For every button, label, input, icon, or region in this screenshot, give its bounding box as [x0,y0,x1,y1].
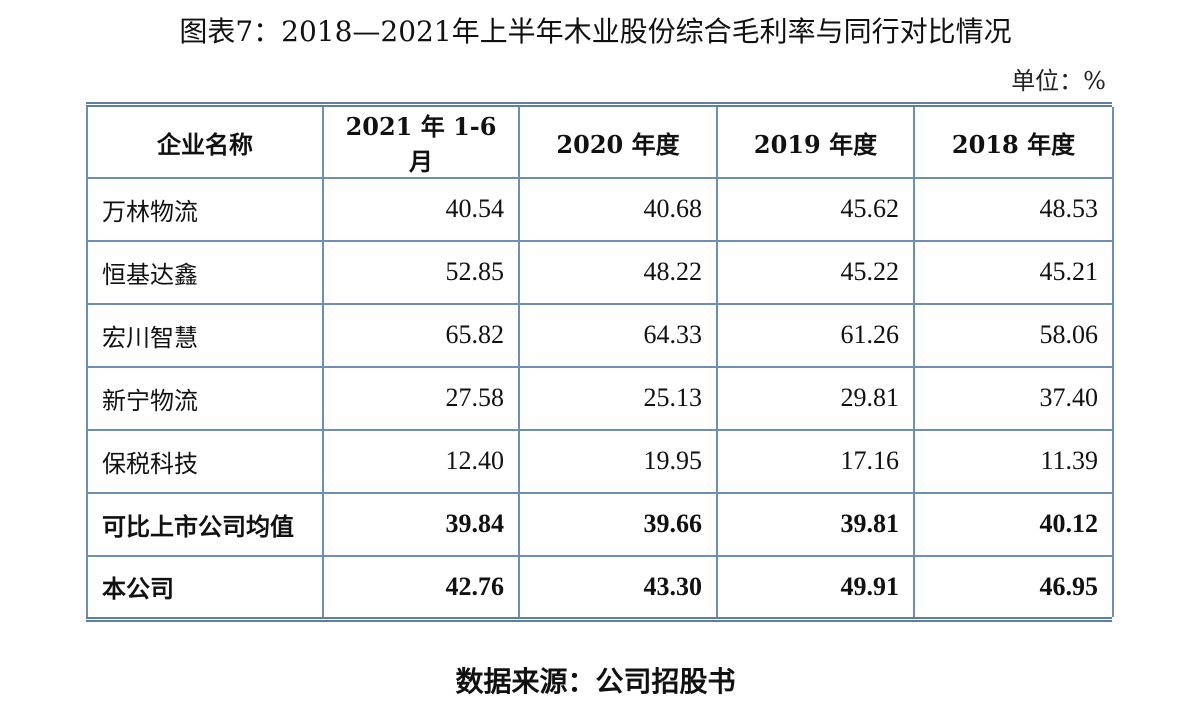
header-2021h1: 2021 年 1-6 月 [322,107,520,179]
company-name: 恒基达鑫 [86,239,324,305]
value-cell: 45.21 [913,239,1114,305]
value-cell: 40.68 [518,177,718,242]
value-cell: 48.22 [518,239,718,305]
value-cell: 46.95 [913,554,1114,617]
table-row-own-company: 本公司 42.76 43.30 49.91 46.95 [86,554,1114,617]
value-cell: 45.22 [716,239,915,305]
table-row: 万林物流 40.54 40.68 45.62 48.53 [86,177,1114,242]
value-cell: 64.33 [518,302,718,368]
company-name: 保税科技 [86,428,324,494]
value-cell: 39.81 [716,491,915,557]
table-row: 恒基达鑫 52.85 48.22 45.22 45.21 [86,239,1114,305]
company-name: 本公司 [86,554,324,617]
value-cell: 17.16 [716,428,915,494]
value-cell: 48.53 [913,177,1114,242]
table-row: 新宁物流 27.58 25.13 29.81 37.40 [86,365,1114,431]
value-cell: 39.66 [518,491,718,557]
header-row: 企业名称 2021 年 1-6 月 2020 年度 2019 年度 2018 年… [86,107,1114,179]
value-cell: 11.39 [913,428,1114,494]
unit-label: 单位：% [1011,67,1106,95]
header-company-name: 企业名称 [86,107,324,179]
value-cell: 39.84 [322,491,520,557]
value-cell: 49.91 [716,554,915,617]
value-cell: 27.58 [322,365,520,431]
value-cell: 45.62 [716,177,915,242]
value-cell: 19.95 [518,428,718,494]
data-source-note: 数据来源：公司招股书 [455,665,736,698]
value-cell: 43.30 [518,554,718,617]
comparison-table-container: 企业名称 2021 年 1-6 月 2020 年度 2019 年度 2018 年… [86,102,1114,622]
company-name: 万林物流 [86,177,324,242]
gross-margin-comparison-table: 企业名称 2021 年 1-6 月 2020 年度 2019 年度 2018 年… [86,107,1114,617]
table-row-peer-average: 可比上市公司均值 39.84 39.66 39.81 40.12 [86,491,1114,557]
header-2020: 2020 年度 [518,107,718,179]
value-cell: 40.54 [322,177,520,242]
company-name: 新宁物流 [86,365,324,431]
table-row: 宏川智慧 65.82 64.33 61.26 58.06 [86,302,1114,368]
value-cell: 37.40 [913,365,1114,431]
value-cell: 29.81 [716,365,915,431]
value-cell: 42.76 [322,554,520,617]
value-cell: 40.12 [913,491,1114,557]
table-title: 图表7：2018—2021年上半年木业股份综合毛利率与同行对比情况 [179,15,1012,48]
value-cell: 25.13 [518,365,718,431]
table-row: 保税科技 12.40 19.95 17.16 11.39 [86,428,1114,494]
company-name: 宏川智慧 [86,302,324,368]
value-cell: 52.85 [322,239,520,305]
header-2019: 2019 年度 [716,107,915,179]
value-cell: 58.06 [913,302,1114,368]
value-cell: 12.40 [322,428,520,494]
header-2018: 2018 年度 [913,107,1114,179]
value-cell: 65.82 [322,302,520,368]
value-cell: 61.26 [716,302,915,368]
company-name: 可比上市公司均值 [86,491,324,557]
